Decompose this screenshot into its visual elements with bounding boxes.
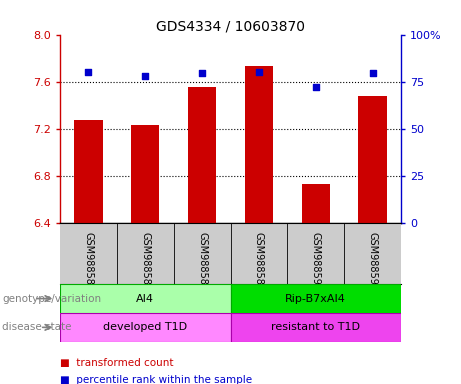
Text: ■  transformed count: ■ transformed count <box>60 358 173 368</box>
Bar <box>358 96 387 223</box>
Bar <box>230 313 401 342</box>
Point <box>312 84 319 91</box>
Bar <box>74 121 102 223</box>
Text: GSM988585: GSM988585 <box>83 232 94 291</box>
Text: AI4: AI4 <box>136 293 154 304</box>
Bar <box>60 313 230 342</box>
Bar <box>301 184 330 223</box>
Bar <box>188 88 216 223</box>
Point <box>198 70 206 76</box>
Point <box>142 73 149 79</box>
Text: resistant to T1D: resistant to T1D <box>271 322 361 333</box>
Point <box>85 69 92 75</box>
Text: disease state: disease state <box>2 322 72 333</box>
Bar <box>245 66 273 223</box>
Text: genotype/variation: genotype/variation <box>2 293 101 304</box>
Text: GSM988591: GSM988591 <box>367 232 378 291</box>
Text: GSM988590: GSM988590 <box>311 232 321 291</box>
Bar <box>131 125 160 223</box>
Title: GDS4334 / 10603870: GDS4334 / 10603870 <box>156 20 305 33</box>
Bar <box>60 284 230 313</box>
Bar <box>230 284 401 313</box>
Point <box>369 70 376 76</box>
Text: Rip-B7xAI4: Rip-B7xAI4 <box>285 293 346 304</box>
Text: GSM988587: GSM988587 <box>197 232 207 291</box>
Text: GSM988586: GSM988586 <box>140 232 150 291</box>
Text: GSM988589: GSM988589 <box>254 232 264 291</box>
Text: ■  percentile rank within the sample: ■ percentile rank within the sample <box>60 375 252 384</box>
Point <box>255 68 263 74</box>
Text: developed T1D: developed T1D <box>103 322 187 333</box>
